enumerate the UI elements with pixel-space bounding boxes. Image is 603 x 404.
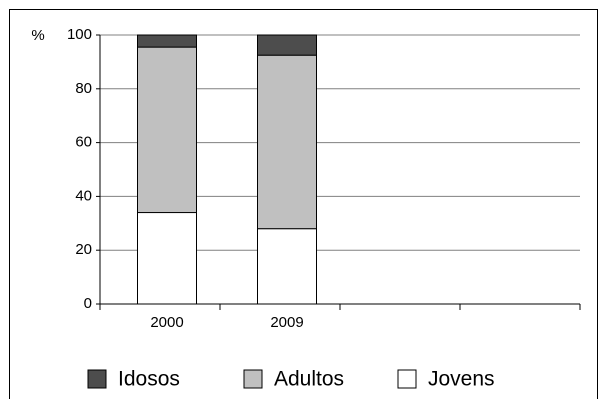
legend-label: Idosos (118, 368, 180, 391)
y-tick-label: 0 (84, 295, 92, 312)
x-tick-label: 2009 (270, 314, 303, 331)
y-axis-label: % (31, 27, 44, 44)
bar-segment (257, 228, 317, 305)
legend-swatch (87, 369, 107, 389)
legend-swatch (243, 369, 263, 389)
y-tick-label: 80 (75, 80, 92, 97)
y-tick-label: 100 (67, 26, 92, 43)
legend-label: Jovens (428, 368, 495, 391)
y-tick-label: 40 (75, 187, 92, 204)
y-tick-label: 20 (75, 241, 92, 258)
bar-segment (257, 34, 317, 56)
x-tick-label: 2000 (150, 314, 183, 331)
legend-label: Adultos (274, 368, 344, 391)
legend-swatch (397, 369, 417, 389)
frame (9, 9, 598, 404)
bar-segment (137, 34, 197, 48)
bar-segment (137, 46, 197, 214)
bar-segment (257, 54, 317, 230)
bar-segment (137, 212, 197, 305)
y-tick-label: 60 (75, 134, 92, 151)
